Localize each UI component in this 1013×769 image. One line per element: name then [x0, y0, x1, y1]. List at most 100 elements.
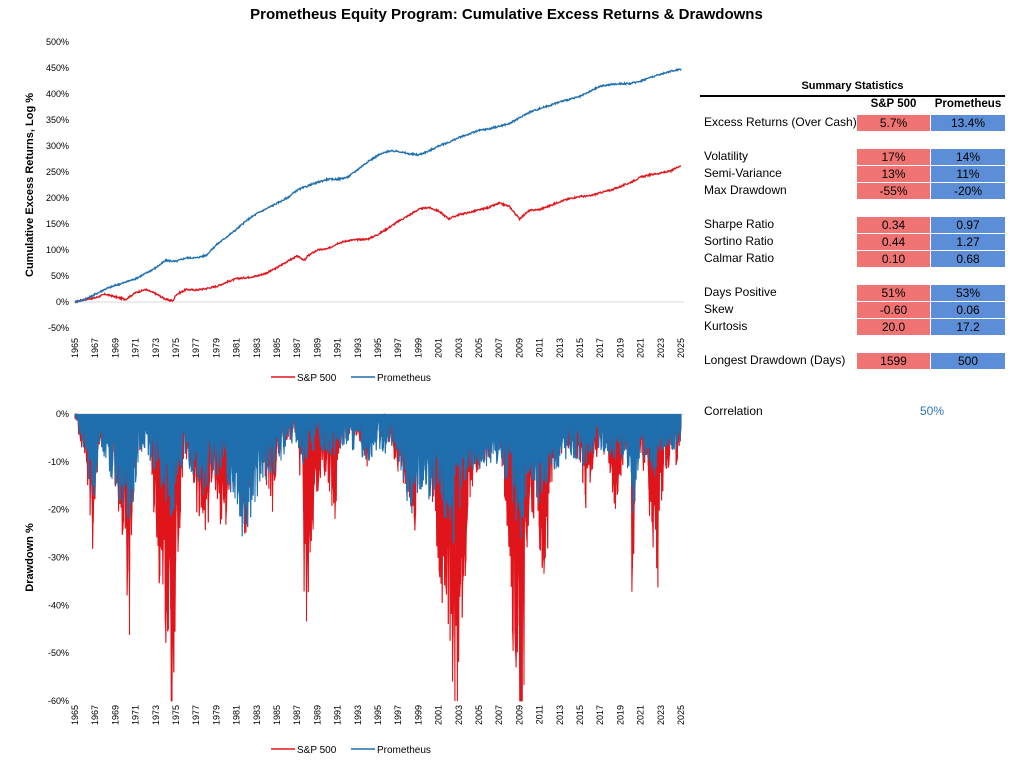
x-tick-label: 1965 — [70, 338, 80, 358]
y-tick-label: -40% — [48, 600, 69, 610]
stats-sp500-calmar: 0.10 — [857, 251, 930, 267]
x-tick-label: 1985 — [272, 705, 282, 725]
stats-prometheus-days-positive: 53% — [931, 285, 1005, 301]
stats-label-days-positive: Days Positive — [704, 285, 777, 299]
x-tick-label: 1971 — [131, 338, 141, 358]
x-tick-label: 1997 — [393, 705, 403, 725]
stats-label-sortino: Sortino Ratio — [704, 234, 774, 248]
x-tick-label: 2017 — [595, 338, 605, 358]
y-tick-label: 150% — [46, 219, 69, 229]
stats-prometheus-longest-drawdown: 500 — [931, 353, 1005, 369]
x-tick-label: 1969 — [110, 338, 120, 358]
stats-prometheus-kurtosis: 17.2 — [931, 319, 1005, 335]
y-tick-label: -10% — [48, 457, 69, 467]
x-tick-label: 1979 — [211, 705, 221, 725]
stats-prometheus-skew: 0.06 — [931, 302, 1005, 318]
x-tick-label: 1997 — [393, 338, 403, 358]
y-axis-title: Drawdown % — [24, 523, 36, 592]
x-tick-label: 2019 — [615, 705, 625, 725]
stats-prometheus-calmar: 0.68 — [931, 251, 1005, 267]
x-tick-label: 1993 — [353, 705, 363, 725]
x-tick-label: 1987 — [292, 338, 302, 358]
stats-prometheus-sortino: 1.27 — [931, 234, 1005, 250]
y-tick-label: -60% — [48, 696, 69, 706]
x-tick-label: 1967 — [90, 338, 100, 358]
stats-sp500-sharpe: 0.34 — [857, 217, 930, 233]
y-tick-label: 0% — [56, 409, 69, 419]
x-tick-label: 1991 — [333, 705, 343, 725]
series-prometheus-line — [74, 68, 682, 304]
legend-label-prometheus: Prometheus — [377, 373, 431, 384]
y-tick-label: 250% — [46, 167, 69, 177]
stats-prometheus-volatility: 14% — [931, 149, 1005, 165]
x-tick-label: 2005 — [474, 338, 484, 358]
stats-sp500-kurtosis: 20.0 — [857, 319, 930, 335]
y-tick-label: -50% — [48, 323, 69, 333]
stats-label-skew: Skew — [704, 302, 734, 316]
x-tick-label: 2005 — [474, 705, 484, 725]
x-tick-label: 1983 — [252, 705, 262, 725]
x-tick-label: 1989 — [312, 338, 322, 358]
series-s-p-500-line — [74, 165, 682, 304]
stats-sp500-volatility: 17% — [857, 149, 930, 165]
x-tick-label: 2003 — [454, 705, 464, 725]
stats-col-prometheus: Prometheus — [934, 98, 1002, 110]
stats-label-kurtosis: Kurtosis — [704, 319, 748, 333]
stats-header-rule — [700, 95, 1005, 97]
y-tick-label: -50% — [48, 648, 69, 658]
x-tick-label: 2009 — [514, 705, 524, 725]
x-tick-label: 1983 — [252, 338, 262, 358]
stats-label-volatility: Volatility — [704, 149, 749, 163]
stats-label-calmar: Calmar Ratio — [704, 251, 775, 265]
stats-title: Summary Statistics — [801, 80, 904, 92]
stats-prometheus-sharpe: 0.97 — [931, 217, 1005, 233]
x-tick-label: 1971 — [131, 705, 141, 725]
x-tick-label: 1977 — [191, 705, 201, 725]
stats-prometheus-excess-returns: 13.4% — [931, 115, 1005, 131]
x-tick-label: 2007 — [494, 338, 504, 358]
y-axis-title: Cumulative Excess Returns, Log % — [24, 93, 36, 277]
y-tick-label: 300% — [46, 141, 69, 151]
x-tick-label: 1975 — [171, 338, 181, 358]
stats-label-excess-returns: Excess Returns (Over Cash) — [704, 115, 857, 129]
x-tick-label: 2001 — [434, 338, 444, 358]
stats-label-correlation: Correlation — [704, 404, 763, 418]
stats-sp500-max-drawdown: -55% — [857, 183, 930, 199]
x-tick-label: 2025 — [676, 338, 686, 358]
stats-label-semi-variance: Semi-Variance — [704, 166, 782, 180]
stats-label-max-drawdown: Max Drawdown — [704, 183, 787, 197]
stats-sp500-excess-returns: 5.7% — [857, 115, 930, 131]
x-tick-label: 2013 — [555, 338, 565, 358]
drawdown-chart: 0% -10% -20% -30% -40% -50% -60% Drawdown % 1965… — [24, 409, 686, 756]
stats-sp500-sortino: 0.44 — [857, 234, 930, 250]
x-tick-label: 1965 — [70, 705, 80, 725]
y-tick-label: -20% — [48, 505, 69, 515]
x-tick-label: 2017 — [595, 705, 605, 725]
stats-sp500-skew: -0.60 — [857, 302, 930, 318]
y-tick-label: 100% — [46, 245, 69, 255]
x-tick-label: 2021 — [636, 338, 646, 358]
stats-label-longest-drawdown: Longest Drawdown (Days) — [704, 353, 846, 367]
x-tick-label: 1989 — [312, 705, 322, 725]
cumulative-returns-chart: 500% 450% 400% 350% 300% 250% 200% 150% 100% 50% 0… — [24, 37, 686, 384]
y-tick-label: 50% — [51, 271, 69, 281]
x-tick-label: 2019 — [615, 338, 625, 358]
x-tick-label: 1985 — [272, 338, 282, 358]
legend-label-prometheus: Prometheus — [377, 745, 431, 756]
x-tick-label: 2015 — [575, 705, 585, 725]
x-tick-label: 1973 — [151, 338, 161, 358]
x-tick-label: 1999 — [413, 338, 423, 358]
stats-col-sp500: S&P 500 — [870, 98, 917, 110]
y-tick-label: 450% — [46, 63, 69, 73]
x-tick-label: 1975 — [171, 705, 181, 725]
stats-sp500-semi-variance: 13% — [857, 166, 930, 182]
x-tick-label: 1967 — [90, 705, 100, 725]
series-prometheus-line — [74, 413, 682, 544]
x-tick-label: 2003 — [454, 338, 464, 358]
y-tick-label: 200% — [46, 193, 69, 203]
x-tick-label: 2011 — [535, 338, 545, 357]
x-tick-label: 2013 — [555, 705, 565, 725]
x-tick-label: 2001 — [434, 705, 444, 725]
x-tick-label: 1987 — [292, 705, 302, 725]
x-tick-label: 2021 — [636, 705, 646, 725]
